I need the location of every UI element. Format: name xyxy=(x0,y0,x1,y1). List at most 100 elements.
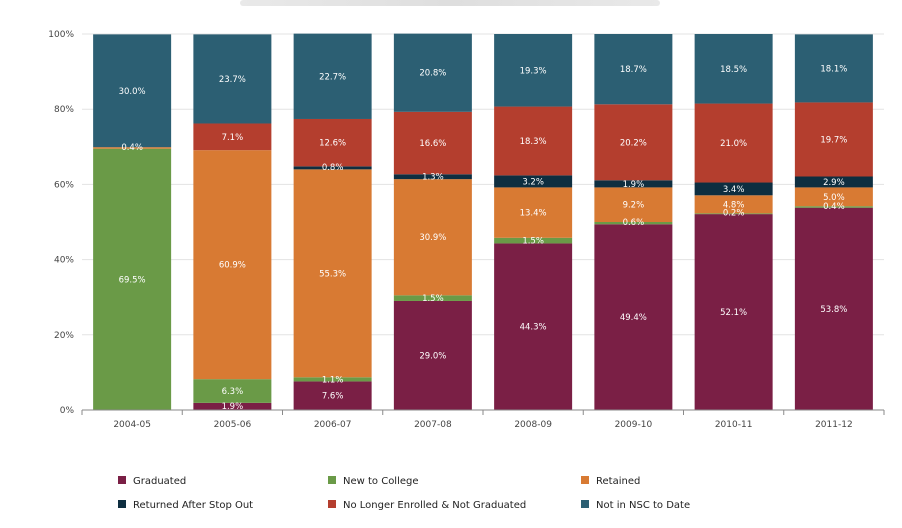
data-label: 0.8% xyxy=(322,163,344,173)
data-label: 1.5% xyxy=(422,294,444,304)
legend: Graduated New to College Retained Returned … xyxy=(118,476,690,511)
legend-label: New to College xyxy=(343,476,419,487)
data-label: 0.2% xyxy=(723,209,745,219)
bar-segment xyxy=(193,379,272,403)
data-label: 23.7% xyxy=(219,75,246,85)
data-label: 18.3% xyxy=(520,137,547,147)
bar-segment xyxy=(293,118,372,167)
legend-swatch xyxy=(118,476,126,484)
y-tick-label: 40% xyxy=(54,256,74,266)
data-label: 1.1% xyxy=(322,375,344,385)
bar-segment xyxy=(93,34,172,148)
data-label: 16.6% xyxy=(419,139,446,149)
data-label: 6.3% xyxy=(222,387,244,397)
bar-segment xyxy=(694,195,773,214)
bar-segment xyxy=(494,237,573,244)
legend-label: Retained xyxy=(596,476,640,487)
data-label: 22.7% xyxy=(319,72,346,82)
y-tick-label: 20% xyxy=(54,331,74,341)
legend-label: Returned After Stop Out xyxy=(133,500,253,511)
bar-segment xyxy=(594,224,673,410)
data-label: 7.6% xyxy=(322,392,344,402)
bar-segment xyxy=(293,169,372,378)
data-label: 20.2% xyxy=(620,138,647,148)
bar-segment xyxy=(694,182,773,196)
data-label: 3.4% xyxy=(723,185,745,195)
data-label: 30.9% xyxy=(419,233,446,243)
data-label: 60.9% xyxy=(219,261,246,271)
bar-segment xyxy=(494,106,573,176)
data-label: 1.5% xyxy=(522,237,544,247)
data-label: 13.4% xyxy=(520,209,547,219)
x-tick-label: 2008-09 xyxy=(514,420,552,430)
data-label: 1.9% xyxy=(222,402,244,412)
bar-segment xyxy=(794,206,873,208)
data-label: 55.3% xyxy=(319,269,346,279)
bar-segment xyxy=(794,207,873,410)
chart-title-blurred xyxy=(240,0,660,6)
x-tick-label: 2011-12 xyxy=(815,420,853,430)
legend-swatch xyxy=(328,476,336,484)
legend-swatch xyxy=(328,500,336,508)
bar-segment xyxy=(694,214,773,410)
bar-segment xyxy=(393,111,472,175)
data-label: 53.8% xyxy=(820,305,847,315)
y-tick-label: 80% xyxy=(54,105,74,115)
bar-segment xyxy=(293,33,372,119)
x-tick-label: 2009-10 xyxy=(615,420,653,430)
bar-segment xyxy=(193,123,272,151)
x-tick-label: 2010-11 xyxy=(715,420,753,430)
data-label: 52.1% xyxy=(720,308,747,318)
data-label: 69.5% xyxy=(119,275,146,285)
bar-segment xyxy=(494,34,573,107)
data-label: 0.4% xyxy=(121,143,143,153)
data-label: 18.1% xyxy=(820,64,847,74)
data-label: 19.3% xyxy=(520,66,547,76)
data-label: 4.8% xyxy=(723,200,745,210)
x-tick-label: 2007-08 xyxy=(414,420,452,430)
data-label: 0.6% xyxy=(623,218,645,228)
bar-segment xyxy=(393,174,472,180)
bar-segment xyxy=(694,34,773,104)
bar-segment xyxy=(794,176,873,188)
data-label: 0.4% xyxy=(823,202,845,212)
x-tick-label: 2006-07 xyxy=(314,420,352,430)
data-label: 44.3% xyxy=(520,323,547,333)
bar-segment xyxy=(93,148,172,410)
x-tick-label: 2005-06 xyxy=(214,420,252,430)
bar-segment xyxy=(694,103,773,183)
bar-segment xyxy=(594,104,673,181)
bar-segment xyxy=(594,180,673,188)
bar-layer: 69.5% 0.4% 30.0% 1.9% 6.3% 60.9% 7.1% 23.7% 7.6%… xyxy=(93,33,873,412)
legend-swatch xyxy=(581,500,589,508)
data-label: 18.7% xyxy=(620,65,647,75)
data-label: 19.7% xyxy=(820,135,847,145)
bar-segment xyxy=(594,187,673,222)
bar-segment xyxy=(393,295,472,301)
data-label: 29.0% xyxy=(419,351,446,361)
legend-label: Not in NSC to Date xyxy=(596,500,690,511)
bar-segment xyxy=(494,187,573,238)
bar-segment xyxy=(494,243,573,410)
legend-swatch xyxy=(581,476,589,484)
bar-segment xyxy=(193,402,272,410)
data-label: 20.8% xyxy=(419,69,446,79)
data-label: 9.2% xyxy=(623,201,645,211)
y-tick-label: 100% xyxy=(48,30,74,40)
bar-segment xyxy=(293,377,372,382)
bar-segment xyxy=(794,102,873,177)
bar-segment xyxy=(594,34,673,105)
bar-segment xyxy=(193,34,272,124)
data-label: 1.9% xyxy=(623,180,645,190)
bar-segment xyxy=(193,150,272,380)
legend-label: Graduated xyxy=(133,476,186,487)
data-label: 2.9% xyxy=(823,178,845,188)
bar-segment xyxy=(694,213,773,215)
bar-segment xyxy=(794,34,873,103)
bar-segment xyxy=(393,300,472,410)
legend-swatch xyxy=(118,500,126,508)
legend-label: No Longer Enrolled & Not Graduated xyxy=(343,500,526,511)
y-tick-label: 60% xyxy=(54,180,74,190)
